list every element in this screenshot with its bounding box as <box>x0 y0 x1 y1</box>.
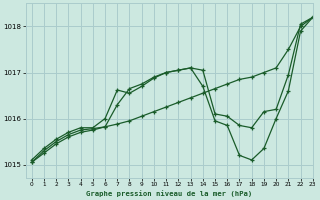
X-axis label: Graphe pression niveau de la mer (hPa): Graphe pression niveau de la mer (hPa) <box>86 190 252 197</box>
